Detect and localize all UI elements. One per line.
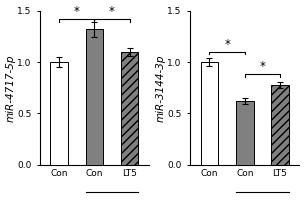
Bar [271, 85, 289, 165]
Bar [85, 29, 103, 165]
Bar [50, 62, 68, 165]
Text: *: * [224, 38, 230, 51]
Bar [201, 62, 218, 165]
Bar [121, 52, 138, 165]
Bar [236, 101, 253, 165]
Text: *: * [74, 5, 80, 18]
Y-axis label: miR-4717-5p: miR-4717-5p [5, 54, 16, 122]
Text: *: * [109, 5, 115, 18]
Text: *: * [260, 60, 265, 73]
Y-axis label: miR-3144-3p: miR-3144-3p [156, 54, 166, 122]
